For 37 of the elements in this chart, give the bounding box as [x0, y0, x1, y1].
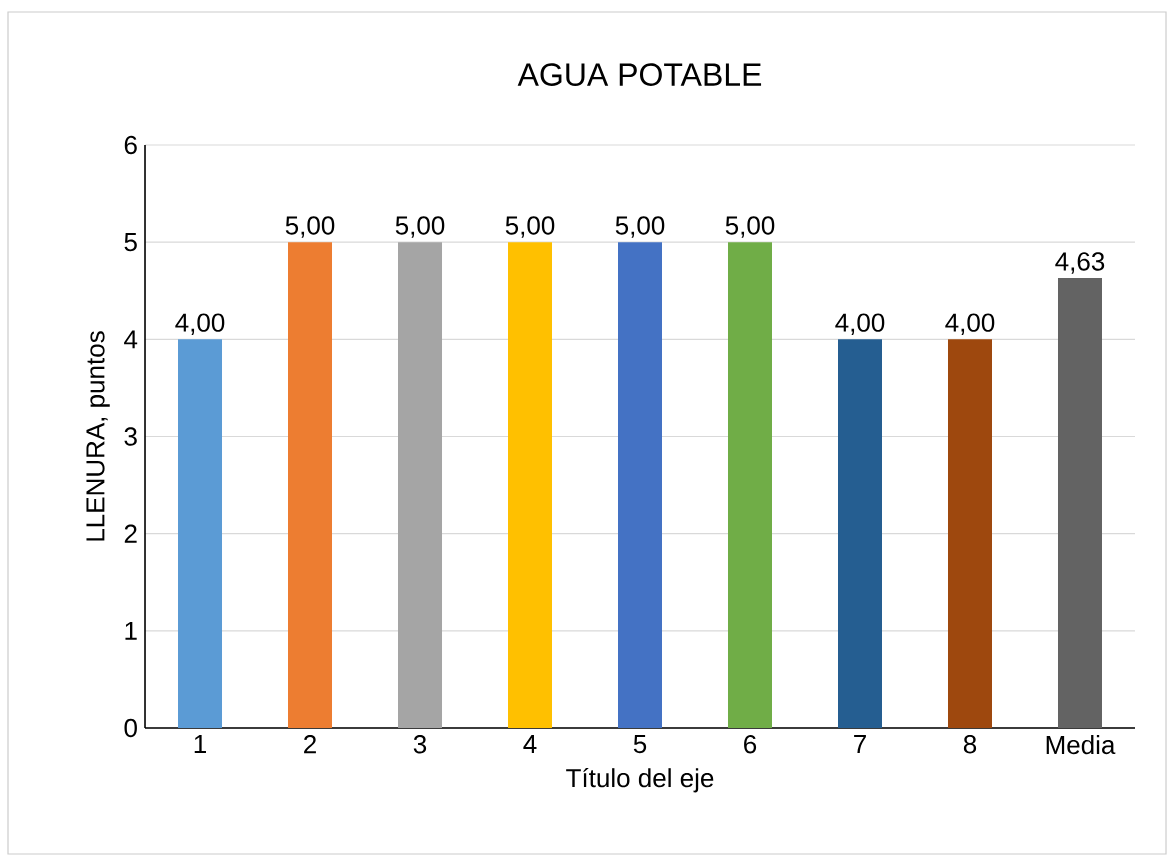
x-tick-label: 2: [304, 735, 316, 754]
data-label: 5,00: [505, 216, 555, 238]
data-label: 5,00: [725, 216, 775, 238]
x-tick-label: 3: [413, 735, 427, 754]
bar: [288, 242, 332, 728]
bar: [728, 242, 772, 728]
y-tick-label: 0: [124, 718, 137, 738]
data-label: 5,00: [285, 216, 335, 238]
y-tick-label: 1: [125, 621, 137, 640]
bar: [618, 242, 662, 728]
y-tick-label: 4: [124, 330, 138, 349]
chart-title: AGUA POTABLE: [517, 63, 762, 86]
y-tick-label: 3: [124, 427, 137, 446]
bar: [398, 242, 443, 728]
x-tick-label: 8: [963, 735, 977, 754]
data-label: 4,00: [835, 313, 885, 335]
data-label: 4,00: [945, 313, 995, 335]
bar: [838, 339, 882, 728]
bar: [948, 339, 992, 728]
x-tick-label: 1: [194, 735, 206, 753]
x-tick-label: 5: [633, 735, 647, 754]
y-tick-label: 5: [124, 233, 137, 252]
x-tick-label: 6: [744, 735, 757, 754]
x-tick-label: Media: [1046, 735, 1116, 755]
data-label: 4,00: [175, 313, 225, 335]
y-tick-label: 6: [124, 135, 137, 155]
data-label: 5,00: [395, 216, 445, 238]
data-label: 5,00: [615, 216, 665, 238]
x-axis-title: Título del eje: [566, 767, 714, 793]
x-tick-label: 7: [854, 735, 866, 753]
data-label: 4,63: [1055, 252, 1105, 274]
bar: [178, 339, 223, 728]
x-tick-label: 4: [523, 735, 537, 753]
bar: [508, 242, 552, 728]
y-tick-label: 2: [124, 524, 137, 543]
y-axis-title: LLENURA, puntos: [86, 331, 110, 541]
bar: [1057, 278, 1102, 728]
